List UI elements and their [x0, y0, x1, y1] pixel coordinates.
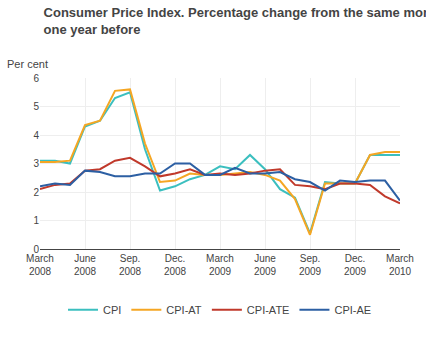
- svg-text:Sep.2009: Sep.2009: [299, 253, 322, 277]
- svg-text:Consumer Price Index. Percenta: Consumer Price Index. Percentage change …: [44, 5, 426, 37]
- svg-text:CPI-AE: CPI-AE: [334, 304, 371, 316]
- svg-text:5: 5: [33, 101, 39, 112]
- svg-text:March2008: March2008: [26, 253, 54, 277]
- svg-text:CPI-ATE: CPI-ATE: [247, 304, 290, 316]
- svg-text:June2008: June2008: [74, 253, 97, 277]
- svg-text:4: 4: [33, 130, 39, 141]
- svg-text:0: 0: [33, 244, 39, 255]
- svg-text:1: 1: [33, 215, 39, 226]
- svg-text:March2010: March2010: [386, 253, 414, 277]
- svg-text:March2009: March2009: [206, 253, 234, 277]
- svg-text:6: 6: [33, 73, 39, 84]
- svg-text:Dec.2009: Dec.2009: [344, 253, 367, 277]
- svg-text:June2009: June2009: [254, 253, 277, 277]
- svg-text:Per cent: Per cent: [7, 58, 48, 70]
- svg-text:Dec.2008: Dec.2008: [164, 253, 187, 277]
- svg-text:3: 3: [33, 158, 39, 169]
- svg-text:2: 2: [33, 187, 39, 198]
- svg-text:CPI-AT: CPI-AT: [166, 304, 202, 316]
- svg-text:CPI: CPI: [103, 304, 121, 316]
- svg-text:Sep.2008: Sep.2008: [119, 253, 142, 277]
